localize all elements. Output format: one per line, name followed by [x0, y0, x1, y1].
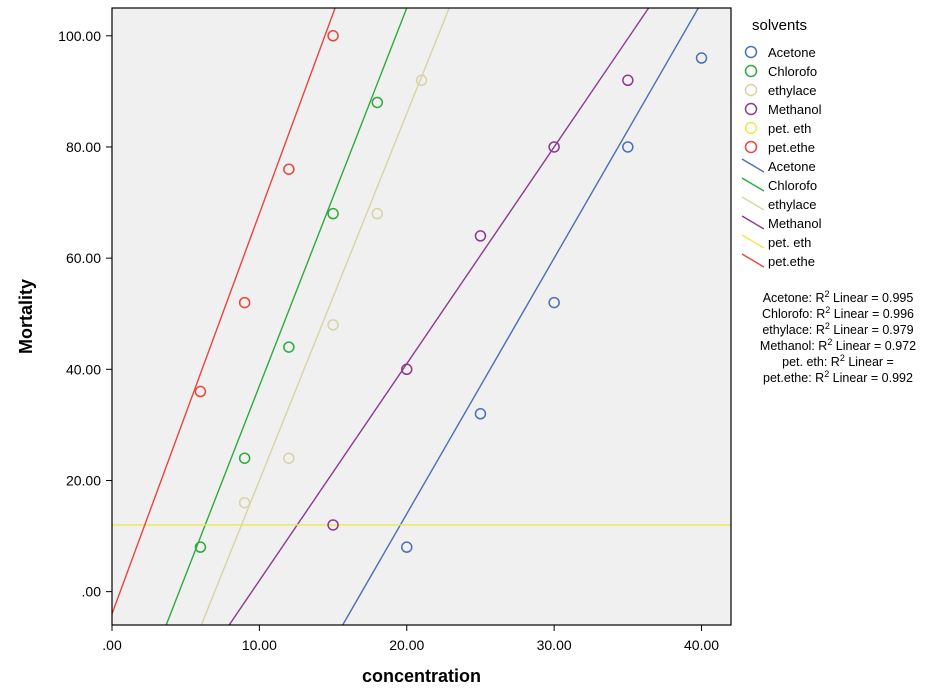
- legend-marker: [744, 140, 758, 154]
- legend-label: pet. eth: [768, 121, 811, 136]
- data-point: [622, 74, 634, 87]
- fit-line-methanol: [228, 8, 650, 625]
- legend-label: ethylace: [768, 83, 816, 98]
- data-point: [695, 52, 708, 64]
- y-tick-label: 80.00: [66, 139, 101, 155]
- data-point: [548, 296, 560, 309]
- fit-stat-label: pet.ethe: R2 Linear = 0.992: [763, 369, 913, 385]
- fit-stat-label: Acetone: R2 Linear = 0.995: [763, 289, 914, 305]
- y-axis-ticks: .00 20.00 40.00 60.00 80.00 100.00: [58, 28, 112, 600]
- x-axis-title: concentration: [362, 666, 481, 686]
- legend-line: [741, 196, 765, 211]
- plot-area: [112, 8, 731, 625]
- data-point: [238, 452, 251, 464]
- data-point: [401, 363, 413, 376]
- legend-label: Chlorofo: [768, 178, 817, 193]
- x-tick-label: 40.00: [684, 637, 719, 653]
- data-point: [238, 496, 251, 509]
- legend-marker: [744, 83, 758, 97]
- fit-stat-label: pet. eth: R2 Linear =: [782, 353, 894, 369]
- plot-frame: [111, 7, 732, 626]
- y-tick-label: 60.00: [66, 250, 101, 266]
- x-tick-label: 30.00: [537, 637, 572, 653]
- data-point: [371, 96, 384, 109]
- legend-marker: [744, 64, 758, 78]
- x-tick-label: 10.00: [242, 637, 277, 653]
- data-point: [283, 163, 295, 175]
- fit-line-chlorofo: [165, 8, 408, 625]
- legend-marker: [744, 102, 758, 116]
- legend-label: Acetone: [768, 159, 816, 174]
- data-point: [474, 408, 487, 420]
- legend-marker: [744, 121, 758, 135]
- data-point: [474, 230, 487, 242]
- data-point: [327, 519, 339, 531]
- legend-label: pet. eth: [768, 235, 811, 250]
- fit-lines: [112, 8, 731, 625]
- data-point: [371, 207, 384, 220]
- data-point: [194, 385, 207, 398]
- y-tick-label: .00: [82, 584, 102, 600]
- legend: Acetone Chlorofo ethylace Methanol pet. eth p…: [741, 45, 822, 269]
- data-point: [327, 30, 339, 42]
- y-axis-title: Mortality: [16, 279, 36, 354]
- y-tick-label: 40.00: [66, 361, 101, 377]
- legend-label: Methanol: [768, 216, 822, 231]
- legend-line: [741, 215, 765, 230]
- legend-label: pet.ethe: [768, 140, 815, 155]
- y-tick-label: 100.00: [58, 28, 101, 44]
- x-tick-label: 20.00: [389, 637, 424, 653]
- data-point: [283, 341, 295, 353]
- fit-line-ethylace: [200, 8, 450, 625]
- x-tick-label: .00: [102, 637, 122, 653]
- legend-line: [741, 234, 765, 249]
- x-axis-ticks: .00 10.00 20.00 30.00 40.00: [102, 625, 719, 653]
- legend-line: [741, 158, 765, 173]
- data-point: [238, 296, 251, 309]
- legend-label: Acetone: [768, 45, 816, 60]
- data-point: [622, 141, 634, 153]
- fit-stat-label: Chlorofo: R2 Linear = 0.996: [762, 305, 914, 321]
- legend-title: solvents: [752, 17, 807, 34]
- fit-line-acetone: [342, 8, 699, 625]
- data-point: [327, 319, 339, 331]
- legend-marker: [744, 45, 758, 59]
- legend-label: pet.ethe: [768, 254, 815, 269]
- legend-line: [741, 177, 765, 192]
- legend-label: ethylace: [768, 197, 816, 212]
- data-point: [401, 541, 413, 553]
- fit-stat-label: ethylace: R2 Linear = 0.979: [762, 321, 913, 337]
- data-point: [415, 74, 428, 87]
- data-point: [194, 541, 207, 553]
- legend-line: [741, 253, 765, 268]
- data-point: [548, 141, 560, 153]
- data-point: [283, 452, 295, 464]
- fit-line-pet-ethe: [112, 8, 336, 616]
- fit-stat-label: Methanol: R2 Linear = 0.972: [760, 337, 916, 353]
- data-points: [194, 30, 708, 553]
- y-tick-label: 20.00: [66, 472, 101, 488]
- legend-label: Methanol: [768, 102, 822, 117]
- legend-label: Chlorofo: [768, 64, 817, 79]
- data-point: [327, 207, 339, 220]
